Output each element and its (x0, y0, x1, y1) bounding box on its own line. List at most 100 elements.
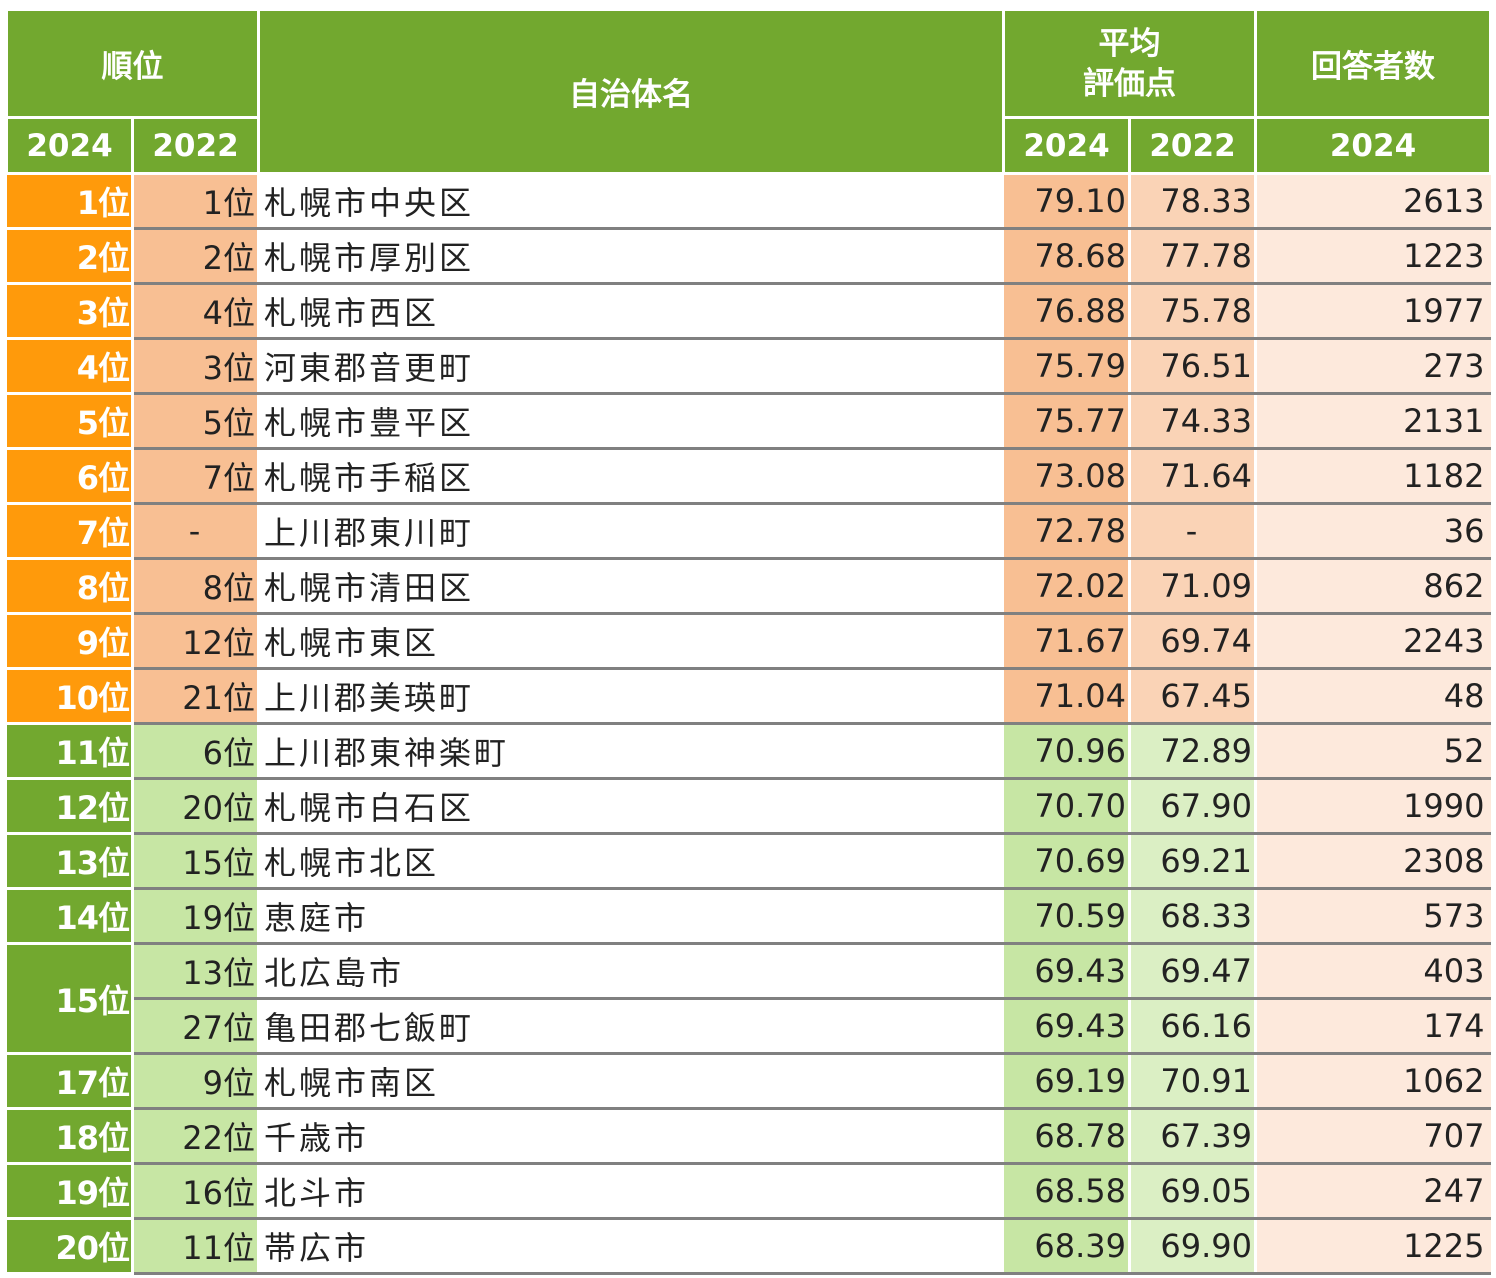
score-2022-cell: 71.09 (1129, 558, 1257, 615)
municipality-name-cell: 札幌市手稲区 (258, 448, 1004, 505)
municipality-name-cell: 恵庭市 (258, 888, 1004, 945)
municipality-name-cell: 札幌市豊平区 (258, 393, 1004, 450)
rank-2022-cell: 5位 (132, 393, 260, 450)
respondents-cell: 174 (1255, 998, 1491, 1055)
rank-2022-cell: 22位 (132, 1108, 260, 1165)
score-2024-cell: 71.04 (1003, 668, 1131, 725)
score-2024-cell: 78.68 (1003, 228, 1131, 285)
score-2022-cell: 67.90 (1129, 778, 1257, 835)
respondents-cell: 1990 (1255, 778, 1491, 835)
respondents-cell: 247 (1255, 1163, 1491, 1220)
score-2024-cell: 75.79 (1003, 338, 1131, 395)
table-row: 27位 亀田郡七飯町 69.43 66.16 174 (7, 998, 1491, 1055)
header-score-line1: 平均 (1098, 25, 1161, 62)
rank-2022-cell: 1位 (132, 173, 260, 230)
rank-2024-cell: 6位 (6, 448, 134, 505)
rank-2022-cell: - (132, 503, 260, 560)
municipality-name-cell: 北斗市 (258, 1163, 1004, 1220)
municipality-name-cell: 上川郡東川町 (258, 503, 1004, 560)
rank-2022-cell: 16位 (132, 1163, 260, 1220)
respondents-cell: 1225 (1255, 1218, 1491, 1275)
score-2022-cell: 78.33 (1129, 173, 1257, 230)
score-2024-cell: 72.02 (1003, 558, 1131, 615)
score-2024-cell: 70.70 (1003, 778, 1131, 835)
municipality-name-cell: 上川郡美瑛町 (258, 668, 1004, 725)
table-row: 3位 4位 札幌市西区 76.88 75.78 1977 (6, 283, 1491, 340)
respondents-cell: 1977 (1255, 283, 1491, 340)
header-respondents-2024: 2024 (1254, 116, 1492, 175)
respondents-cell: 573 (1255, 888, 1491, 945)
score-2022-cell: 66.16 (1129, 998, 1257, 1055)
score-2022-cell: 72.89 (1129, 723, 1257, 780)
score-2024-cell: 69.43 (1003, 998, 1131, 1055)
score-2022-cell: - (1129, 503, 1257, 560)
table-row: 1位 1位 札幌市中央区 79.10 78.33 2613 (6, 173, 1491, 230)
rank-2022-cell: 19位 (132, 888, 260, 945)
score-2024-cell: 72.78 (1003, 503, 1131, 560)
municipality-name-cell: 北広島市 (258, 943, 1004, 1000)
rank-2024-cell: 8位 (6, 558, 134, 615)
respondents-cell: 707 (1255, 1108, 1491, 1165)
table-row: 18位 22位 千歳市 68.78 67.39 707 (6, 1108, 1491, 1165)
score-2024-cell: 70.69 (1003, 833, 1131, 890)
respondents-cell: 273 (1255, 338, 1491, 395)
header-average-score: 平均 評価点 (1002, 8, 1257, 119)
municipality-name-cell: 札幌市白石区 (258, 778, 1004, 835)
rank-2022-cell: 7位 (132, 448, 260, 505)
table-row: 8位 8位 札幌市清田区 72.02 71.09 862 (6, 558, 1491, 615)
score-2024-cell: 79.10 (1003, 173, 1131, 230)
table-row: 11位 6位 上川郡東神楽町 70.96 72.89 52 (6, 723, 1491, 780)
header-rank-2024: 2024 (5, 116, 134, 175)
table-row: 5位 5位 札幌市豊平区 75.77 74.33 2131 (6, 393, 1491, 450)
municipality-name-cell: 札幌市厚別区 (258, 228, 1004, 285)
table-row: 19位 16位 北斗市 68.58 69.05 247 (6, 1163, 1491, 1220)
rank-2024-cell: 3位 (6, 283, 134, 340)
table-row: 7位 - 上川郡東川町 72.78-36 (6, 503, 1491, 560)
respondents-cell: 2243 (1255, 613, 1491, 670)
table-row: 12位 20位 札幌市白石区 70.70 67.90 1990 (6, 778, 1491, 835)
rank-2024-cell: 14位 (6, 888, 134, 945)
rank-2022-cell: 13位 (132, 943, 260, 1000)
score-2022-cell: 70.91 (1129, 1053, 1257, 1110)
score-2024-cell: 76.88 (1003, 283, 1131, 340)
rank-2024-cell: 1位 (6, 173, 134, 230)
table-row: 2位 2位 札幌市厚別区 78.68 77.78 1223 (6, 228, 1491, 285)
rank-2022-cell: 11位 (132, 1218, 260, 1275)
municipality-name-cell: 帯広市 (258, 1218, 1004, 1275)
rank-2024-cell: 4位 (6, 338, 134, 395)
rank-2024-cell: 15位 (6, 943, 134, 1055)
municipality-name-cell: 亀田郡七飯町 (258, 998, 1004, 1055)
respondents-cell: 48 (1255, 668, 1491, 725)
score-2022-cell: 67.39 (1129, 1108, 1257, 1165)
rank-2024-cell: 19位 (6, 1163, 134, 1220)
score-2022-cell: 69.90 (1129, 1218, 1257, 1275)
rank-2022-cell: 8位 (132, 558, 260, 615)
header-score-2024: 2024 (1002, 116, 1131, 175)
rank-2024-cell: 9位 (6, 613, 134, 670)
score-2022-cell: 74.33 (1129, 393, 1257, 450)
municipality-name-cell: 札幌市東区 (258, 613, 1004, 670)
rank-2024-cell: 12位 (6, 778, 134, 835)
municipality-name-cell: 札幌市清田区 (258, 558, 1004, 615)
score-2022-cell: 71.64 (1129, 448, 1257, 505)
score-2024-cell: 70.96 (1003, 723, 1131, 780)
score-2024-cell: 70.59 (1003, 888, 1131, 945)
table-row: 20位 11位 帯広市 68.39 69.90 1225 (6, 1218, 1491, 1275)
rank-2022-cell: 15位 (132, 833, 260, 890)
score-2024-cell: 75.77 (1003, 393, 1131, 450)
respondents-cell: 403 (1255, 943, 1491, 1000)
table-row: 15位 13位 北広島市 69.43 69.47 403 (6, 943, 1491, 1055)
score-2022-cell: 69.21 (1129, 833, 1257, 890)
rank-2022-cell: 6位 (132, 723, 260, 780)
rank-2022-cell: 21位 (132, 668, 260, 725)
rank-2024-cell: 10位 (6, 668, 134, 725)
rank-2024-cell: 13位 (6, 833, 134, 890)
respondents-cell: 52 (1255, 723, 1491, 780)
respondents-cell: 1062 (1255, 1053, 1491, 1110)
rank-2024-cell: 7位 (6, 503, 134, 560)
rank-2022-cell: 9位 (132, 1053, 260, 1110)
respondents-cell: 2613 (1255, 173, 1491, 230)
score-2024-cell: 68.39 (1003, 1218, 1131, 1275)
score-2024-cell: 69.43 (1003, 943, 1131, 1000)
rank-2022-cell: 12位 (132, 613, 260, 670)
